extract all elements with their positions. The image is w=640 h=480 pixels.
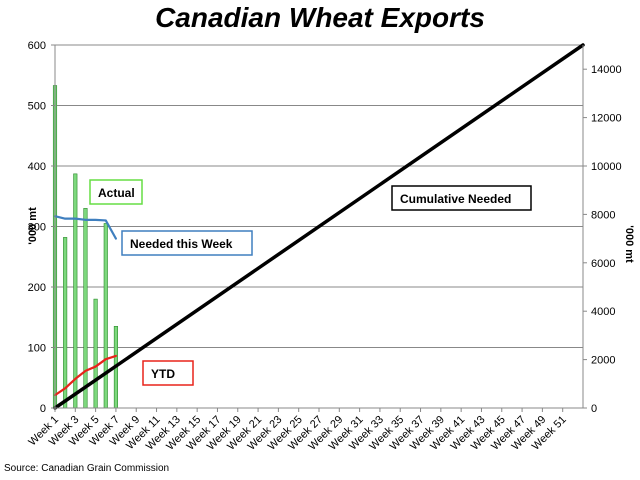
annotations: Actual Needed this Week YTD Cumulative Need… xyxy=(89,179,532,386)
annotation-label: Cumulative Needed xyxy=(400,192,511,206)
series-line-needed-this-week xyxy=(53,215,118,240)
y2-tick-label: 12000 xyxy=(591,113,622,125)
annotation-box xyxy=(121,230,253,256)
series-line-ytd xyxy=(53,354,118,397)
y2-tick-label: 4000 xyxy=(591,306,615,318)
y2-tick-label: 6000 xyxy=(591,258,615,270)
annotation-label: Actual xyxy=(98,186,135,200)
y-axis-label: '000 mt xyxy=(27,207,39,245)
y2-tick-label: 14000 xyxy=(591,64,622,76)
annotation-needed-this-week: Needed this Week xyxy=(121,230,253,256)
y2-tick-label: 8000 xyxy=(591,209,615,221)
y2-tick-label: 2000 xyxy=(591,355,615,367)
y2-axis-label: '000 mt xyxy=(623,225,635,263)
y-tick-label: 600 xyxy=(28,40,46,52)
y2-tick-label: 0 xyxy=(591,403,597,415)
y2-tick-label: 10000 xyxy=(591,161,622,173)
y-tick-label: 100 xyxy=(28,343,46,355)
annotation-box xyxy=(391,185,532,211)
bar xyxy=(63,237,68,409)
y-tick-label: 300 xyxy=(28,222,46,234)
chart-title: Canadian Wheat Exports xyxy=(155,2,485,33)
annotation-box xyxy=(142,360,194,386)
bar xyxy=(103,223,108,409)
left-axis-ticks: 0 100 200 300 400 500 600 xyxy=(28,40,55,415)
annotation-box xyxy=(89,179,143,205)
bar xyxy=(93,298,98,409)
bar xyxy=(73,173,78,409)
annotation-cumulative-needed: Cumulative Needed xyxy=(391,185,532,211)
series-line-cumulative-needed xyxy=(53,43,585,410)
y-tick-label: 400 xyxy=(28,161,46,173)
y-tick-label: 200 xyxy=(28,282,46,294)
y-tick-label: 0 xyxy=(40,403,46,415)
line-series xyxy=(53,43,585,410)
bar-series-actual xyxy=(52,85,118,409)
right-axis-ticks: 0 2000 4000 6000 8000 10000 12000 14000 xyxy=(583,64,622,415)
annotation-ytd: YTD xyxy=(142,360,194,386)
bar xyxy=(83,208,88,409)
annotation-label: YTD xyxy=(151,367,175,381)
annotation-actual: Actual xyxy=(89,179,143,205)
annotation-label: Needed this Week xyxy=(130,237,233,251)
y-tick-label: 500 xyxy=(28,101,46,113)
source-note: Source: Canadian Grain Commission xyxy=(4,463,170,474)
